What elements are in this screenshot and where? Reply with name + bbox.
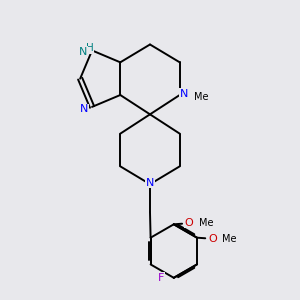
Text: Me: Me [199,218,214,228]
Text: N: N [180,88,188,98]
Text: F: F [158,273,164,283]
Text: O: O [185,218,194,228]
Text: N: N [79,47,87,57]
Text: Me: Me [222,234,237,244]
Text: H: H [86,43,94,53]
Text: N: N [146,178,154,188]
Text: N: N [80,104,88,114]
Text: Me: Me [194,92,208,101]
Text: O: O [208,234,217,244]
